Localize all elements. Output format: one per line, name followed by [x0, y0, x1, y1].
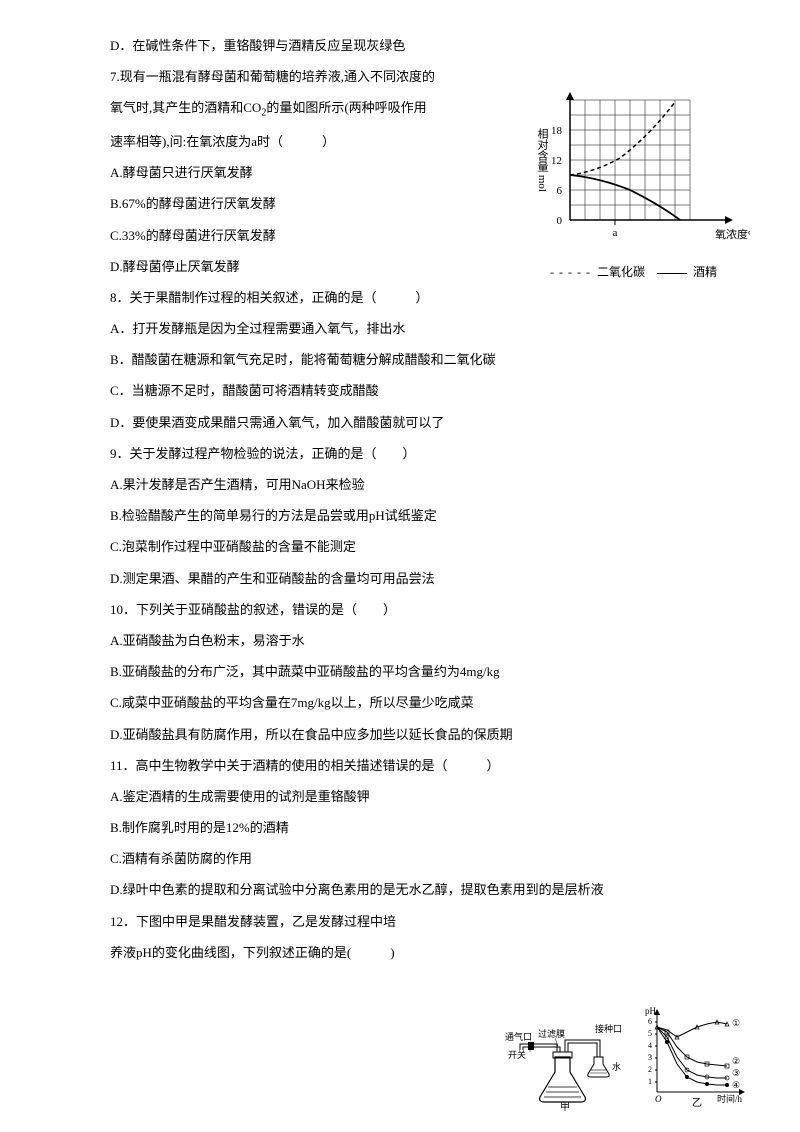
q12-stem-2: 养液pH的变化曲线图，下列叙述正确的是( ): [110, 937, 710, 968]
q8-optD: D．要使果酒变成果醋只需通入氧气，加入醋酸菌就可以了: [110, 407, 710, 438]
label-inoculate: 接种口: [595, 1023, 622, 1034]
chart-legend: - - - - - 二氧化碳 酒精: [530, 258, 750, 287]
chart-xlabel: 氧浓度%: [715, 227, 750, 241]
chart-ylabel: 相对含量 mol: [536, 128, 549, 192]
fig-yi: pH 1 2 3 4 5 6: [637, 1002, 750, 1112]
yi-y4: 4: [648, 1041, 652, 1050]
svg-text:O: O: [655, 1094, 662, 1104]
q10-optB: B.亚硝酸盐的分布广泛，其中蔬菜中亚硝酸盐的平均含量约为4mg/kg: [110, 656, 710, 687]
q9-optD: D.测定果酒、果醋的产生和亚硝酸盐的含量均可用品尝法: [110, 563, 710, 594]
q10-optD: D.亚硝酸盐具有防腐作用，所以在食品中应多加些以延长食品的保质期: [110, 719, 710, 750]
q11-stem: 11．高中生物教学中关于酒精的使用的相关描述错误的是（ ）: [110, 750, 710, 781]
yi-s1: ①: [732, 1018, 740, 1028]
q6-optD: D．在碱性条件下，重铬酸钾与酒精反应呈现灰绿色: [110, 30, 710, 61]
alcohol-curve: [570, 175, 680, 220]
q8-optB: B．醋酸菌在糖源和氧气充足时，能将葡萄糖分解成醋酸和二氧化碳: [110, 344, 710, 375]
ytick-0: 0: [557, 215, 563, 227]
co2-curve: [570, 102, 675, 175]
caption-jia: 甲: [560, 1102, 570, 1112]
chart-xmark: a: [613, 227, 618, 239]
q10-optC: C.咸菜中亚硝酸盐的平均含量在7mg/kg以上，所以尽量少吃咸菜: [110, 687, 710, 718]
q12-figures: 通气口 开关 过滤膜 接种口 水 甲 pH 1 2 3 4 5 6: [500, 1002, 750, 1112]
yi-y1: 1: [648, 1077, 652, 1086]
ytick-18: 18: [551, 125, 563, 137]
q9-optB: B.检验醋酸产生的简单易行的方法是品尝或用pH试纸鉴定: [110, 500, 710, 531]
legend-alcohol: 酒精: [693, 265, 717, 279]
q10-stem: 10．下列关于亚硝酸盐的叙述，错误的是（ ）: [110, 594, 710, 625]
q8-optA: A．打开发酵瓶是因为全过程需要通入氧气，排出水: [110, 313, 710, 344]
yi-s4: ④: [732, 1080, 740, 1090]
yi-ylabel: pH: [645, 1006, 657, 1016]
label-water: 水: [612, 1061, 621, 1072]
q9-optA: A.果汁发酵是否产生酒精，可用NaOH来检验: [110, 469, 710, 500]
q10-optA: A.亚硝酸盐为白色粉末，易溶于水: [110, 625, 710, 656]
yi-y6: 6: [648, 1017, 652, 1026]
q11-optC: C.酒精有杀菌防腐的作用: [110, 843, 710, 874]
yi-s3: ③: [732, 1068, 740, 1078]
label-switch: 开关: [508, 1049, 526, 1060]
yi-y5: 5: [648, 1029, 652, 1038]
yi-y3: 3: [648, 1053, 652, 1062]
q7-stem-1: 7.现有一瓶混有酵母菌和葡萄糖的培养液,通入不同浓度的: [110, 61, 710, 92]
q7-stem-2b: 的量如图所示(两种呼吸作用: [266, 100, 426, 115]
q11-optB: B.制作腐乳时用的是12%的酒精: [110, 812, 710, 843]
label-air: 通气口: [505, 1031, 532, 1042]
yi-s2: ②: [732, 1056, 740, 1066]
q7-stem-2a: 氧气时,其产生的酒精和CO: [110, 100, 261, 115]
caption-yi: 乙: [692, 1097, 702, 1109]
ytick-6: 6: [557, 185, 563, 197]
q9-optC: C.泡菜制作过程中亚硝酸盐的含量不能测定: [110, 531, 710, 562]
q11-optD: D.绿叶中色素的提取和分离试验中分离色素用的是无水乙醇，提取色素用到的是层析液: [110, 874, 710, 905]
yi-y2: 2: [648, 1065, 652, 1074]
yi-xlabel: 时间/h: [717, 1093, 743, 1104]
chart-svg: 0 6 12 18 相对含量 mol 氧浓度% a: [530, 90, 750, 250]
q11-optA: A.鉴定酒精的生成需要使用的试剂是重铬酸钾: [110, 781, 710, 812]
label-filter: 过滤膜: [538, 1028, 565, 1039]
q9-stem: 9．关于发酵过程产物检验的说法，正确的是（ ）: [110, 438, 710, 469]
ytick-12: 12: [551, 155, 562, 167]
fig-jia: 通气口 开关 过滤膜 接种口 水 甲: [500, 1002, 627, 1112]
legend-co2: 二氧化碳: [597, 265, 645, 279]
q12-stem-1: 12．下图中甲是果醋发酵装置，乙是发酵过程中培: [110, 906, 710, 937]
q8-optC: C．当糖源不足时，醋酸菌可将酒精转变成醋酸: [110, 375, 710, 406]
q7-chart: 0 6 12 18 相对含量 mol 氧浓度% a - - - - - 二氧化碳…: [530, 90, 750, 287]
